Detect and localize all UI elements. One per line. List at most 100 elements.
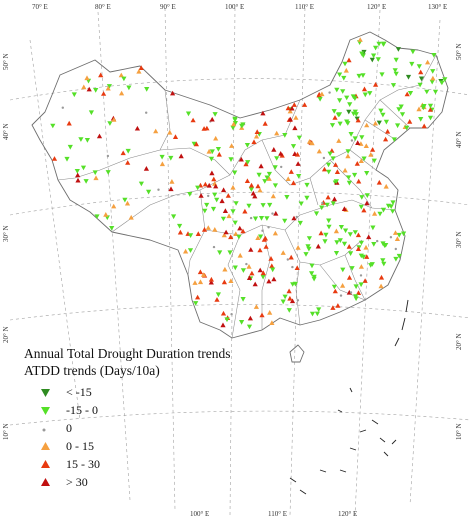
- station-marker: [395, 47, 401, 52]
- station-marker: [287, 295, 293, 301]
- station-marker: [260, 203, 266, 208]
- station-marker: [296, 135, 302, 141]
- tick-label-left-4: 10° N: [2, 423, 10, 440]
- station-marker: [236, 234, 242, 240]
- station-marker: [346, 275, 353, 280]
- tick-label-left-0: 50° N: [2, 53, 10, 70]
- legend-item-label: > 30: [66, 475, 88, 489]
- station-marker: [260, 270, 266, 276]
- station-marker: [212, 227, 218, 232]
- station-marker: [418, 69, 424, 75]
- tick-label-right-2: 30° N: [455, 231, 463, 248]
- station-marker: [344, 119, 350, 125]
- station-marker: [364, 193, 370, 198]
- station-marker: [405, 74, 412, 80]
- station-marker: [272, 183, 278, 188]
- station-marker: [212, 245, 216, 249]
- station-marker: [360, 73, 366, 78]
- station-marker: [157, 188, 160, 191]
- station-marker: [321, 166, 328, 172]
- station-marker: [223, 229, 229, 235]
- station-marker: [188, 233, 194, 238]
- station-marker: [393, 71, 399, 77]
- station-marker: [343, 228, 349, 234]
- station-marker: [346, 57, 352, 63]
- station-marker: [51, 156, 58, 161]
- station-marker: [282, 294, 288, 300]
- legend-item: > 30: [24, 474, 254, 492]
- station-marker: [289, 105, 295, 111]
- station-marker: [355, 290, 362, 295]
- station-marker: [231, 121, 237, 127]
- station-marker: [144, 87, 150, 92]
- station-marker: [290, 144, 297, 149]
- station-marker: [240, 268, 246, 273]
- station-marker: [134, 125, 140, 131]
- station-marker: [425, 59, 431, 65]
- station-marker: [286, 288, 292, 294]
- station-marker: [240, 297, 246, 302]
- station-marker: [395, 123, 401, 129]
- station-marker: [407, 119, 413, 124]
- station-marker: [251, 139, 257, 145]
- station-marker: [209, 170, 215, 176]
- station-marker: [309, 263, 315, 269]
- station-marker: [80, 165, 87, 171]
- station-marker: [119, 90, 125, 96]
- station-marker: [239, 320, 245, 325]
- station-marker: [258, 234, 264, 240]
- station-marker: [292, 125, 298, 131]
- station-marker: [260, 274, 266, 280]
- station-marker: [353, 112, 359, 117]
- station-marker: [212, 192, 218, 198]
- station-marker: [362, 278, 368, 283]
- tick-label-left-3: 20° N: [2, 326, 10, 343]
- station-marker: [358, 240, 364, 246]
- tick-label-top-0: 70° E: [32, 3, 48, 11]
- station-marker: [432, 89, 439, 95]
- station-marker: [215, 147, 221, 152]
- station-marker: [259, 312, 265, 318]
- station-marker: [306, 139, 313, 144]
- station-marker: [284, 195, 290, 200]
- station-marker: [399, 112, 406, 117]
- station-marker: [383, 243, 389, 248]
- station-marker: [396, 253, 402, 259]
- station-marker: [319, 205, 325, 211]
- station-marker: [84, 138, 90, 143]
- station-marker: [230, 125, 236, 131]
- station-marker: [66, 120, 72, 126]
- station-marker: [202, 181, 208, 187]
- station-marker: [376, 239, 379, 243]
- station-marker: [347, 232, 353, 237]
- station-marker: [383, 136, 389, 142]
- station-marker: [240, 122, 246, 128]
- station-marker: [74, 169, 80, 174]
- station-marker: [378, 283, 384, 289]
- station-marker: [78, 137, 84, 142]
- tick-label-left-1: 40° N: [2, 123, 10, 140]
- station-marker: [270, 193, 276, 199]
- station-marker: [404, 125, 410, 131]
- legend-item-label: < -15: [66, 385, 92, 399]
- station-marker: [81, 84, 87, 90]
- station-marker: [246, 324, 253, 330]
- station-marker: [105, 85, 111, 91]
- station-marker: [330, 305, 336, 310]
- station-marker: [316, 148, 322, 154]
- station-marker: [195, 231, 201, 236]
- station-marker: [290, 180, 297, 186]
- station-marker: [290, 282, 296, 287]
- station-marker: [289, 298, 296, 304]
- station-marker: [404, 91, 410, 97]
- station-marker: [205, 225, 211, 230]
- station-marker: [280, 299, 286, 305]
- station-marker: [177, 229, 183, 235]
- station-marker: [204, 125, 210, 131]
- station-marker: [220, 322, 226, 328]
- station-marker: [430, 75, 436, 81]
- station-marker: [244, 178, 250, 183]
- station-marker: [355, 246, 361, 251]
- station-marker: [377, 211, 383, 217]
- station-marker: [369, 57, 375, 63]
